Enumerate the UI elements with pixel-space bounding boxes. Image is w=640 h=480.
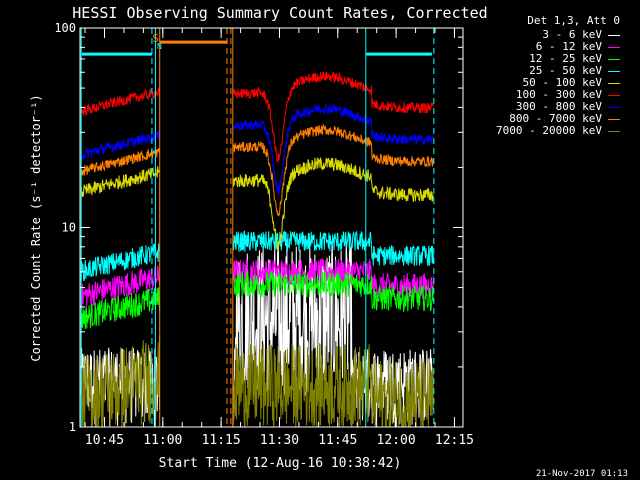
y-axis: 1 10 100	[54, 21, 463, 434]
legend-label: 800 - 7000 keV	[509, 112, 602, 125]
legend-swatch	[608, 118, 620, 120]
plot-area: SN	[80, 28, 435, 429]
legend-swatch	[608, 130, 620, 132]
x-tick-label: 11:15	[202, 433, 241, 448]
x-tick-label: 12:00	[377, 433, 416, 448]
legend-item: 300 - 800 keV	[516, 100, 620, 113]
x-tick-label: 10:45	[85, 433, 124, 448]
saa-marker-label: S	[152, 32, 159, 45]
legend-swatch	[608, 34, 620, 36]
series-line	[80, 271, 434, 329]
legend-swatch	[608, 94, 620, 96]
legend-header: Det 1,3, Att 0	[527, 14, 620, 27]
series-line	[80, 123, 434, 217]
y-axis-label: Corrected Count Rate (s⁻¹ detector⁻¹)	[29, 94, 43, 361]
night-marker-label: N	[157, 42, 162, 51]
legend-label: 3 - 6 keV	[542, 28, 602, 41]
legend-label: 50 - 100 keV	[522, 76, 602, 89]
series-line	[80, 335, 434, 429]
legend-item: 50 - 100 keV	[523, 76, 620, 89]
legend-swatch	[608, 46, 620, 48]
chart-title: HESSI Observing Summary Count Rates, Cor…	[72, 4, 487, 22]
series-7000-20000keV	[80, 335, 434, 429]
series-line	[80, 157, 434, 253]
legend-label: 300 - 800 keV	[515, 100, 602, 113]
y-tick-label: 1	[69, 420, 76, 434]
series-50-100keV	[80, 157, 434, 253]
legend-item: 12 - 25 keV	[529, 52, 620, 65]
series-6-12keV	[80, 257, 434, 309]
series-line	[80, 71, 434, 163]
x-tick-label: 11:45	[318, 433, 357, 448]
series-line	[80, 257, 434, 309]
legend-label: 7000 - 20000 keV	[496, 124, 602, 137]
footer-date: 21-Nov-2017 01:13	[536, 469, 628, 479]
series-300-800keV	[80, 103, 434, 195]
y-tick-label: 100	[54, 21, 76, 35]
series-100-300keV	[80, 71, 434, 163]
series-line	[80, 103, 434, 195]
legend-item: 6 - 12 keV	[536, 40, 620, 53]
x-tick-label: 11:30	[260, 433, 299, 448]
x-tick-label: 12:15	[435, 433, 474, 448]
series-25-50keV	[80, 230, 434, 282]
legend-swatch	[608, 106, 620, 108]
legend-item: 25 - 50 keV	[529, 64, 620, 77]
legend-item: 800 - 7000 keV	[509, 112, 620, 125]
series-line	[80, 230, 434, 282]
x-axis-label: Start Time (12-Aug-16 10:38:42)	[159, 456, 402, 471]
legend-label: 12 - 25 keV	[529, 52, 602, 65]
x-tick-label: 11:00	[143, 433, 182, 448]
legend-item: 3 - 6 keV	[542, 28, 620, 41]
legend-label: 25 - 50 keV	[529, 64, 602, 77]
x-axis: 10:45 11:00 11:15 11:30 11:45 12:00 12:15	[84, 28, 474, 448]
legend-item: 100 - 300 keV	[516, 88, 620, 101]
series-12-25keV	[80, 271, 434, 329]
legend-label: 6 - 12 keV	[535, 40, 602, 53]
legend-swatch	[608, 70, 620, 72]
legend-label: 100 - 300 keV	[515, 88, 602, 101]
legend-swatch	[608, 82, 620, 84]
legend-swatch	[608, 58, 620, 60]
y-tick-label: 10	[62, 221, 76, 235]
series-800-7000keV	[80, 123, 434, 217]
legend-item: 7000 - 20000 keV	[496, 124, 620, 137]
